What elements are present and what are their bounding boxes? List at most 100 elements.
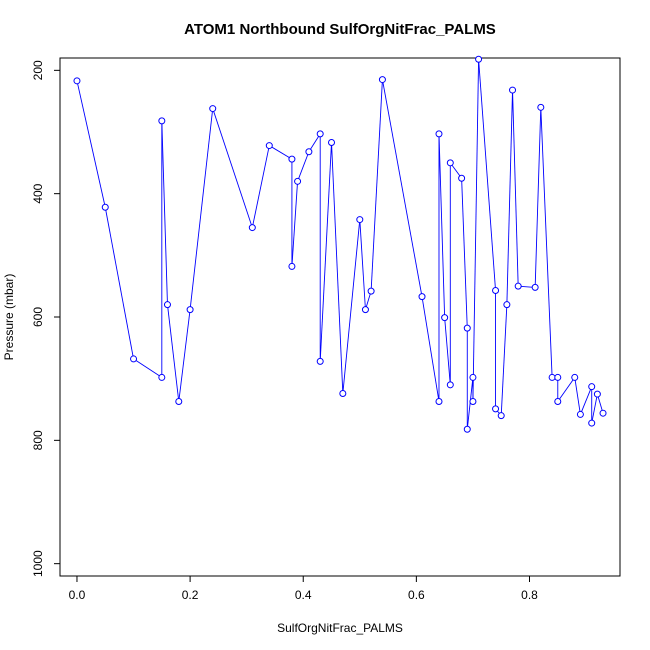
series-line-segment xyxy=(76,80,106,208)
y-axis: 200 400 600 800 1000 xyxy=(31,60,61,577)
series-line-segment xyxy=(370,79,383,292)
x-tick-label: 0.0 xyxy=(69,588,86,602)
series-line-segment xyxy=(461,178,468,329)
x-tick-label: 0.6 xyxy=(408,588,425,602)
series-line-segment xyxy=(308,133,321,152)
series-line-segment xyxy=(359,219,366,310)
data-point xyxy=(339,389,347,397)
chart-title: ATOM1 Northbound SulfOrgNitFrac_PALMS xyxy=(184,21,496,38)
data-point xyxy=(469,397,477,405)
data-point xyxy=(469,373,477,381)
x-axis-label: SulfOrgNitFrac_PALMS xyxy=(277,621,403,635)
series-line-segment xyxy=(540,107,553,378)
x-tick-label: 0.4 xyxy=(295,588,312,602)
x-tick-label: 0.2 xyxy=(182,588,199,602)
data-point xyxy=(509,86,517,94)
data-point xyxy=(316,357,324,365)
series-line-segment xyxy=(500,304,508,416)
y-tick-label: 600 xyxy=(31,307,45,327)
series-points xyxy=(73,55,607,433)
data-point xyxy=(73,77,81,85)
series-line-segment xyxy=(178,309,191,402)
data-point xyxy=(294,177,302,185)
data-point xyxy=(435,130,443,138)
series-line-segment xyxy=(189,108,214,310)
y-tick-label: 800 xyxy=(31,430,45,450)
series-line-segment xyxy=(591,393,598,424)
series-line-segment xyxy=(444,317,451,385)
y-axis-label: Pressure (mbar) xyxy=(2,274,16,361)
data-point xyxy=(497,412,505,420)
data-point xyxy=(305,148,313,156)
series-line-segment xyxy=(161,120,168,305)
data-point xyxy=(463,324,471,332)
series-line-segment xyxy=(342,219,361,394)
data-point xyxy=(514,282,522,290)
data-point xyxy=(158,117,166,125)
data-point xyxy=(361,306,369,314)
data-point xyxy=(554,397,562,405)
data-point xyxy=(209,105,217,113)
series-line-segment xyxy=(269,145,293,160)
series-line-segment xyxy=(438,133,446,318)
data-point xyxy=(475,55,483,63)
data-point xyxy=(356,216,364,224)
data-point xyxy=(492,286,500,294)
series-line-segment xyxy=(331,142,344,394)
data-point xyxy=(265,142,273,150)
data-point xyxy=(418,293,426,301)
data-point xyxy=(463,425,471,433)
series-line-segment xyxy=(381,79,423,297)
y-tick-label: 1000 xyxy=(31,550,45,577)
data-point xyxy=(576,410,584,418)
series-line-segment xyxy=(167,304,180,402)
data-point xyxy=(158,373,166,381)
data-point xyxy=(130,355,138,363)
data-point xyxy=(531,283,539,291)
data-point xyxy=(571,373,579,381)
y-tick-label: 200 xyxy=(31,60,45,80)
series-line-segment xyxy=(319,142,332,362)
data-point xyxy=(588,383,596,391)
series-line-segment xyxy=(133,358,163,378)
data-point xyxy=(186,306,194,314)
data-point xyxy=(503,301,511,309)
data-point xyxy=(599,409,607,417)
x-tick-label: 0.8 xyxy=(521,588,538,602)
data-point xyxy=(593,390,601,398)
series-line-segment xyxy=(574,377,581,415)
series-line-segment xyxy=(251,145,270,228)
data-point xyxy=(548,373,556,381)
data-point xyxy=(492,405,500,413)
data-point xyxy=(367,287,375,295)
data-point xyxy=(441,314,449,322)
data-point xyxy=(554,373,562,381)
series-lines xyxy=(76,59,604,430)
data-point xyxy=(435,397,443,405)
series-line-segment xyxy=(579,386,593,415)
data-point xyxy=(316,130,324,138)
series-line-segment xyxy=(534,107,542,288)
series-line-segment xyxy=(212,108,253,228)
data-point xyxy=(446,381,454,389)
series-line-segment xyxy=(506,90,513,305)
data-point xyxy=(288,262,296,270)
data-point xyxy=(101,203,109,211)
y-tick-label: 400 xyxy=(31,183,45,203)
series-line-segment xyxy=(104,207,134,360)
series-line-segment xyxy=(297,151,310,182)
data-point xyxy=(458,174,466,182)
data-point xyxy=(328,138,336,146)
data-point xyxy=(446,159,454,167)
series-line-segment xyxy=(478,59,497,291)
data-point xyxy=(588,419,596,427)
data-point xyxy=(175,397,183,405)
data-point xyxy=(378,76,386,84)
series-line-segment xyxy=(291,181,299,267)
series-line-segment xyxy=(421,296,440,402)
x-axis: 0.0 0.2 0.4 0.6 0.8 xyxy=(69,575,538,602)
plot-frame xyxy=(59,57,621,577)
data-point xyxy=(248,224,256,232)
series-line-segment xyxy=(512,90,519,287)
